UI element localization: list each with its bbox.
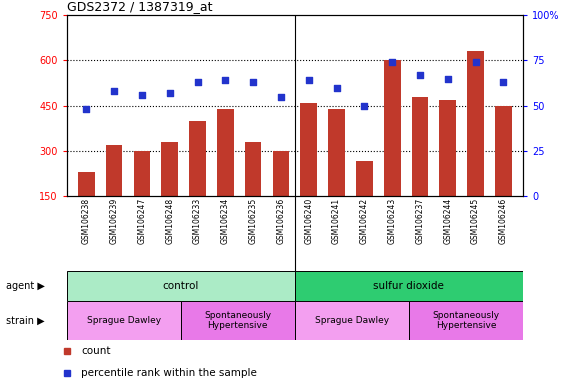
Text: count: count [81,346,111,356]
Point [304,77,313,83]
Text: strain ▶: strain ▶ [6,316,44,326]
Point [388,59,397,65]
Point [332,84,341,91]
Bar [217,109,234,196]
Text: Sprague Dawley: Sprague Dawley [315,316,389,325]
Bar [300,103,317,196]
Bar [272,151,289,196]
Bar [134,151,150,196]
Text: GSM106236: GSM106236 [277,198,285,244]
Point [277,94,286,100]
Bar [245,142,261,196]
Bar [356,161,373,196]
Text: GSM106233: GSM106233 [193,198,202,244]
Bar [495,106,512,196]
Text: GSM106245: GSM106245 [471,198,480,244]
Point [415,72,425,78]
Text: GSM106235: GSM106235 [249,198,257,244]
Text: GSM106239: GSM106239 [110,198,119,244]
Bar [181,301,295,340]
Bar [106,145,123,196]
Bar [328,109,345,196]
Bar [189,121,206,196]
Bar [412,97,428,196]
Point [193,79,202,85]
Text: GSM106244: GSM106244 [443,198,453,244]
Text: GSM106242: GSM106242 [360,198,369,244]
Bar [67,301,181,340]
Bar [162,142,178,196]
Text: control: control [163,281,199,291]
Text: GSM106246: GSM106246 [499,198,508,244]
Bar [295,271,523,301]
Bar [439,99,456,196]
Text: agent ▶: agent ▶ [6,281,45,291]
Point [249,79,258,85]
Bar [384,61,400,196]
Text: GDS2372 / 1387319_at: GDS2372 / 1387319_at [67,0,212,13]
Point [498,79,508,85]
Text: Spontaneously
Hypertensive: Spontaneously Hypertensive [205,311,271,330]
Text: Sprague Dawley: Sprague Dawley [87,316,161,325]
Point [221,77,230,83]
Text: GSM106247: GSM106247 [137,198,146,244]
Text: Spontaneously
Hypertensive: Spontaneously Hypertensive [432,311,500,330]
Text: GSM106243: GSM106243 [388,198,397,244]
Point [443,76,453,82]
Point [165,90,174,96]
Bar [67,271,295,301]
Point [471,59,480,65]
Bar [409,301,523,340]
Text: GSM106234: GSM106234 [221,198,230,244]
Point [360,103,369,109]
Bar [295,301,409,340]
Point [82,106,91,112]
Text: GSM106237: GSM106237 [415,198,425,244]
Text: GSM106240: GSM106240 [304,198,313,244]
Point [109,88,119,94]
Text: percentile rank within the sample: percentile rank within the sample [81,368,257,378]
Bar [467,51,484,196]
Text: GSM106241: GSM106241 [332,198,341,244]
Bar [78,172,95,196]
Text: sulfur dioxide: sulfur dioxide [374,281,444,291]
Text: GSM106238: GSM106238 [82,198,91,244]
Point [137,92,146,98]
Text: GSM106248: GSM106248 [165,198,174,244]
